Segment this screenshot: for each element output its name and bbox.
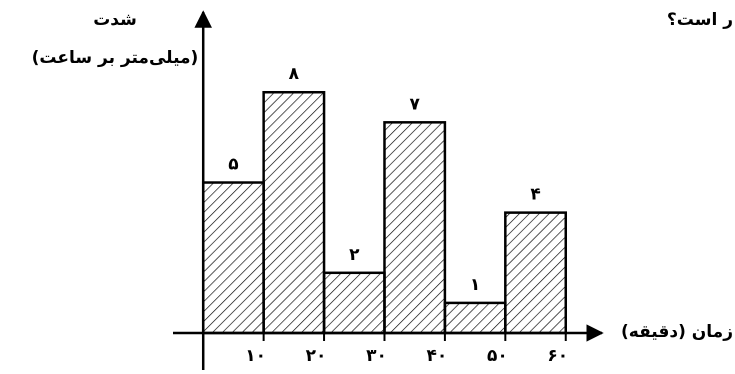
y-axis-label: (میلی‌متر بر ساعت) xyxy=(32,48,199,68)
x-tick-label: ۱۰ xyxy=(245,346,266,366)
bar xyxy=(383,121,447,335)
value-label: ۸ xyxy=(289,64,300,84)
value-label: ۵ xyxy=(228,155,238,175)
x-tick-label: ۵۰ xyxy=(487,346,508,366)
bar xyxy=(504,211,567,335)
bar xyxy=(201,181,265,335)
bar xyxy=(322,271,386,335)
x-tick-label: ۴۰ xyxy=(427,346,448,366)
x-tick-label: ۳۰ xyxy=(366,346,387,366)
x-axis-label: زمان (دقیقه) xyxy=(621,322,733,342)
bar xyxy=(443,301,507,335)
value-label: ۴ xyxy=(530,185,540,205)
y-axis-label: شدت xyxy=(93,10,137,30)
annotation: ر است؟ xyxy=(667,10,733,30)
value-label: ۷ xyxy=(409,94,420,114)
bar xyxy=(262,90,326,335)
x-tick-label: ۶۰ xyxy=(547,346,568,366)
value-label: ۱ xyxy=(470,275,480,295)
value-label: ۲ xyxy=(349,245,360,265)
x-tick-label: ۲۰ xyxy=(306,346,327,366)
